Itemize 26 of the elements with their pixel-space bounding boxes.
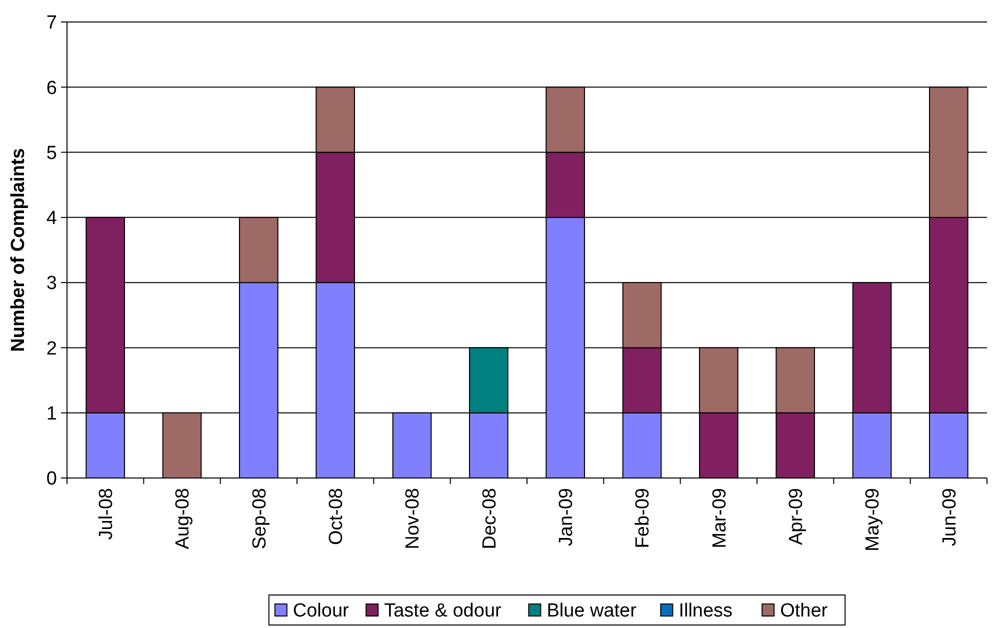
legend-label: Illness <box>678 600 733 622</box>
x-tick-label: Feb-09 <box>632 488 654 548</box>
y-tick-label: 2 <box>46 338 57 360</box>
x-tick-label: Aug-08 <box>172 488 194 550</box>
x-tick-label: Nov-08 <box>402 488 424 550</box>
y-axis-title: Number of Complaints <box>8 148 29 352</box>
x-tick-label: Jul-08 <box>96 488 117 540</box>
legend-label: Other <box>780 600 828 622</box>
x-tick-label: Apr-09 <box>786 488 807 546</box>
y-tick-label: 0 <box>46 468 57 490</box>
x-tick-label: May-09 <box>862 488 884 552</box>
y-tick-label: 6 <box>46 78 57 99</box>
legend-label: Blue water <box>546 600 638 622</box>
x-tick-label: Dec-08 <box>479 488 500 550</box>
x-tick-label: Jan-09 <box>556 488 577 546</box>
x-tick-label: Sep-08 <box>249 488 270 550</box>
y-tick-label: 3 <box>46 273 57 294</box>
x-tick-label: Oct-08 <box>326 488 347 546</box>
x-tick-label: Jun-09 <box>939 488 960 546</box>
legend-label: Taste & odour <box>384 600 502 622</box>
y-tick-label: 5 <box>46 142 57 164</box>
x-tick-label: Mar-09 <box>709 488 730 548</box>
y-tick-label: 1 <box>46 404 57 425</box>
legend-label: Colour <box>292 600 350 622</box>
y-tick-label: 7 <box>46 12 57 34</box>
y-tick-label: 4 <box>46 208 58 230</box>
